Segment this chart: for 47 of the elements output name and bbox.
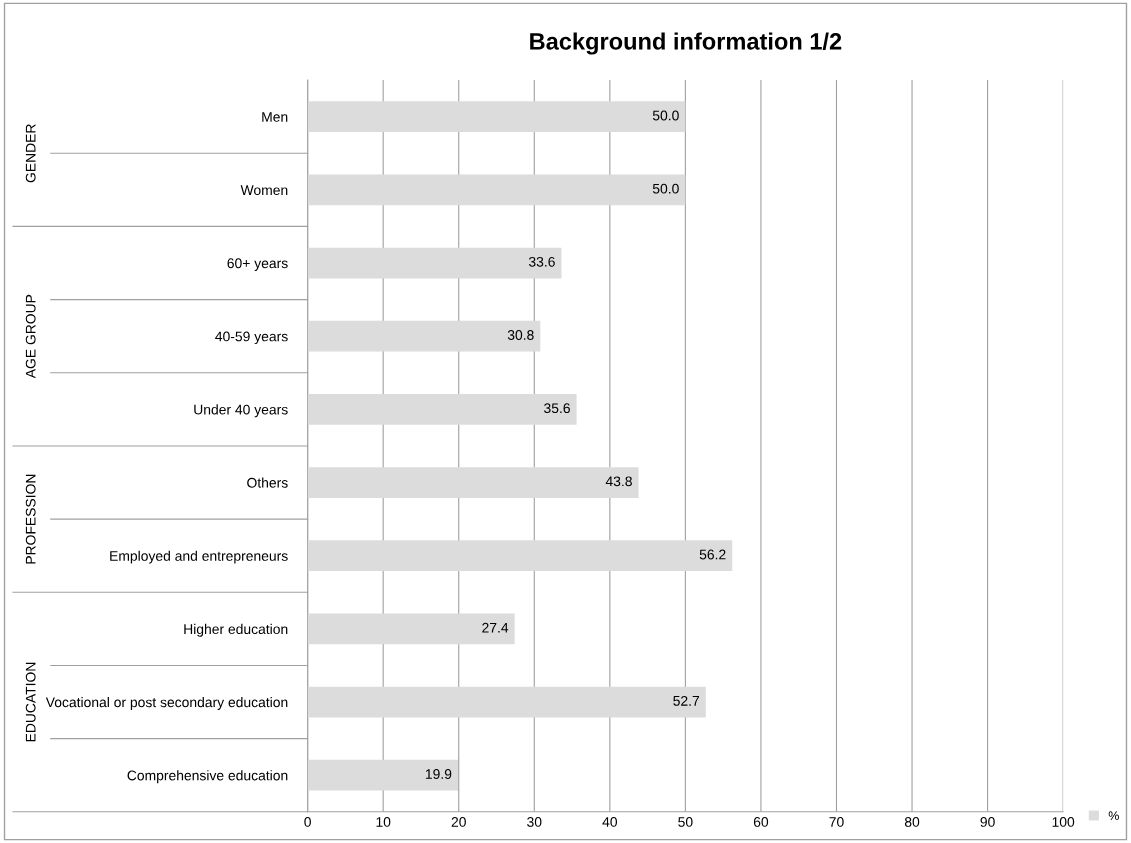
data-label: 27.4 [482,622,509,633]
y-tick-label: Men [262,112,288,122]
y-tick-label: Others [247,477,288,488]
data-label: 56.2 [699,549,726,560]
x-tick-label: 30 [527,817,542,827]
y-tick-label: Comprehensive education [127,770,288,784]
bar [307,320,541,352]
x-tick-label: 80 [904,817,920,827]
data-label: 52.7 [673,695,700,706]
data-label: 50.0 [652,183,679,194]
bar [307,393,577,425]
y-tick-label: 40-59 years [215,331,288,345]
x-tick-label: 100 [1052,817,1075,827]
bar [307,613,515,645]
bar [307,686,706,718]
data-label: 50.0 [652,110,679,121]
chart-title: Background information 1/2 [530,32,842,55]
x-tick-label: 60 [753,817,769,827]
data-label: 19.9 [425,769,452,779]
bar [307,759,458,791]
y-tick-label: 60+ years [227,258,288,271]
data-label: 35.6 [544,403,570,414]
bar [307,540,733,572]
y-tick-label: Under 40 years [194,404,288,418]
bar [307,174,686,206]
y-tick-label: Higher education [184,623,288,637]
x-tick-label: 40 [602,817,618,827]
x-tick-label: 50 [678,817,693,827]
bar [307,101,686,133]
text: PROFESSION [25,474,36,564]
x-tick-label: 90 [980,817,995,827]
bar [307,467,639,498]
y-tick-label: Vocational or post secondary education [45,697,288,710]
y-tick-label: Employed and entrepreneurs [110,550,288,564]
x-tick-label: 10 [376,817,391,827]
x-tick-label: 20 [451,817,466,827]
x-tick-label: 70 [829,817,844,827]
text: AGE GROUP [25,294,36,379]
data-label: 30.8 [507,330,534,340]
text: EDUCATION [25,662,36,742]
x-tick-label: 0 [304,817,311,827]
data-label: 33.6 [528,256,555,267]
bar [307,247,562,279]
y-tick-label: Women [240,185,288,196]
data-label: 43.8 [605,476,632,487]
legend-label: % [1108,811,1119,820]
text: GENDER [25,124,36,183]
